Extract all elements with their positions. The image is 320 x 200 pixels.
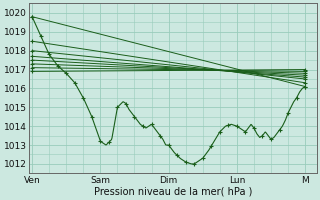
X-axis label: Pression niveau de la mer( hPa ): Pression niveau de la mer( hPa ) bbox=[94, 187, 252, 197]
